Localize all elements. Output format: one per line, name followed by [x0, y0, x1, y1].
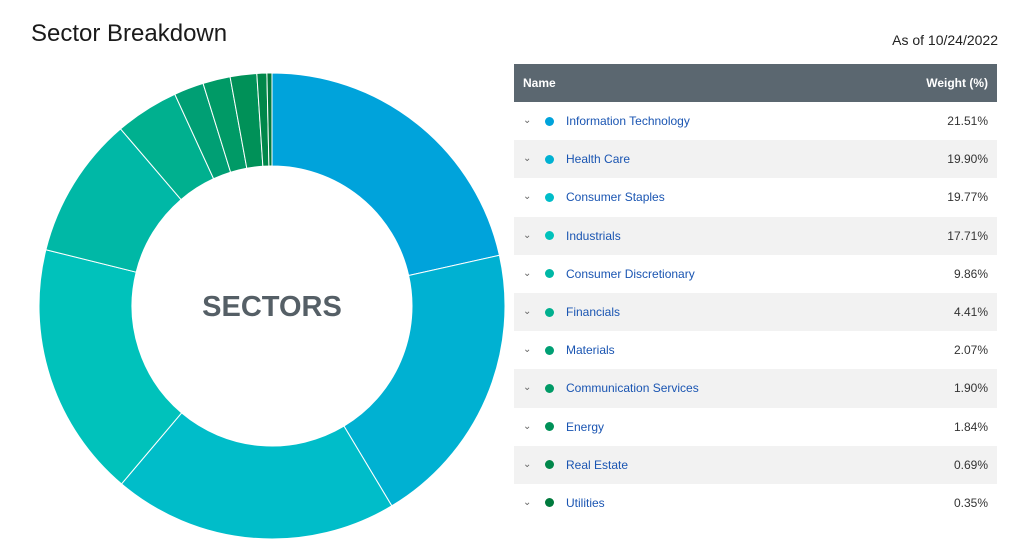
sector-name-link[interactable]: Utilities	[566, 495, 605, 510]
chevron-down-icon[interactable]: ⌄	[523, 191, 532, 203]
table-row[interactable]: ⌄ Utilities 0.35%	[514, 483, 997, 523]
table-row[interactable]: ⌄ Consumer Staples 19.77%	[514, 178, 997, 217]
legend-dot	[545, 192, 554, 202]
sector-name-link[interactable]: Health Care	[566, 152, 631, 167]
legend-dot	[545, 460, 554, 470]
chevron-down-icon[interactable]: ⌄	[523, 496, 532, 508]
sector-weight: 21.51%	[947, 114, 988, 129]
table-row[interactable]: ⌄ Real Estate 0.69%	[514, 445, 997, 484]
table-header: Name Weight (%)	[514, 64, 997, 102]
table-row[interactable]: ⌄ Information Technology 21.51%	[514, 102, 997, 141]
sector-donut-chart: SECTORS	[38, 72, 506, 540]
sector-name-link[interactable]: Energy	[566, 419, 605, 434]
donut-slice[interactable]	[343, 254, 506, 507]
chevron-down-icon[interactable]: ⌄	[523, 115, 532, 127]
chevron-down-icon[interactable]: ⌄	[523, 458, 532, 470]
column-header-weight: Weight (%)	[926, 76, 988, 90]
sector-name-link[interactable]: Consumer Staples	[566, 190, 665, 205]
legend-dot	[545, 383, 554, 393]
table-row[interactable]: ⌄ Consumer Discretionary 9.86%	[514, 254, 997, 293]
sector-weight: 19.90%	[947, 152, 988, 167]
sector-name-link[interactable]: Industrials	[566, 228, 621, 243]
chevron-down-icon[interactable]: ⌄	[523, 306, 532, 318]
legend-dot	[545, 422, 554, 432]
chevron-down-icon[interactable]: ⌄	[523, 267, 532, 279]
sector-weight: 4.41%	[953, 305, 988, 320]
donut-slice[interactable]	[120, 412, 393, 540]
legend-dot	[545, 307, 554, 317]
chevron-down-icon[interactable]: ⌄	[523, 229, 532, 241]
sector-name-link[interactable]: Communication Services	[566, 381, 699, 396]
table-row[interactable]: ⌄ Energy 1.84%	[514, 407, 997, 446]
donut-slice[interactable]	[38, 249, 183, 485]
chevron-down-icon[interactable]: ⌄	[523, 153, 532, 165]
sector-name-link[interactable]: Materials	[566, 343, 615, 358]
legend-dot	[545, 116, 554, 126]
sector-name-link[interactable]: Financials	[566, 305, 621, 320]
legend-dot	[545, 231, 554, 241]
sector-weight: 2.07%	[953, 343, 988, 358]
table-row[interactable]: ⌄ Financials 4.41%	[514, 292, 997, 332]
sector-weight: 9.86%	[953, 266, 988, 281]
sector-name-link[interactable]: Real Estate	[566, 457, 629, 472]
donut-slice[interactable]	[271, 72, 501, 277]
table-row[interactable]: ⌄ Health Care 19.90%	[514, 140, 997, 179]
table-row[interactable]: ⌄ Industrials 17.71%	[514, 216, 997, 255]
donut-center-label: SECTORS	[202, 291, 342, 323]
sector-table: Name Weight (%) ⌄ Information Technology 2…	[514, 64, 997, 523]
legend-dot	[545, 269, 554, 279]
sector-weight: 0.35%	[953, 495, 988, 510]
table-row[interactable]: ⌄ Communication Services 1.90%	[514, 369, 997, 408]
sector-weight: 19.77%	[947, 190, 988, 205]
sector-weight: 17.71%	[947, 228, 988, 243]
sector-weight: 1.84%	[953, 419, 988, 434]
sector-weight: 1.90%	[953, 381, 988, 396]
table-row[interactable]: ⌄ Materials 2.07%	[514, 331, 997, 370]
sector-name-link[interactable]: Consumer Discretionary	[566, 266, 695, 281]
as-of-date: As of 10/24/2022	[892, 32, 998, 48]
chevron-down-icon[interactable]: ⌄	[523, 382, 532, 394]
page-title: Sector Breakdown	[31, 20, 228, 47]
table-body: ⌄ Information Technology 21.51% ⌄ Health Car…	[514, 102, 997, 523]
legend-dot	[545, 154, 554, 164]
chevron-down-icon[interactable]: ⌄	[523, 344, 532, 356]
chevron-down-icon[interactable]: ⌄	[523, 420, 532, 432]
column-header-name: Name	[523, 76, 556, 90]
sector-weight: 0.69%	[953, 457, 988, 472]
legend-dot	[545, 345, 554, 355]
legend-dot	[545, 498, 554, 508]
donut-slice[interactable]	[266, 72, 273, 167]
sector-name-link[interactable]: Information Technology	[566, 114, 690, 129]
